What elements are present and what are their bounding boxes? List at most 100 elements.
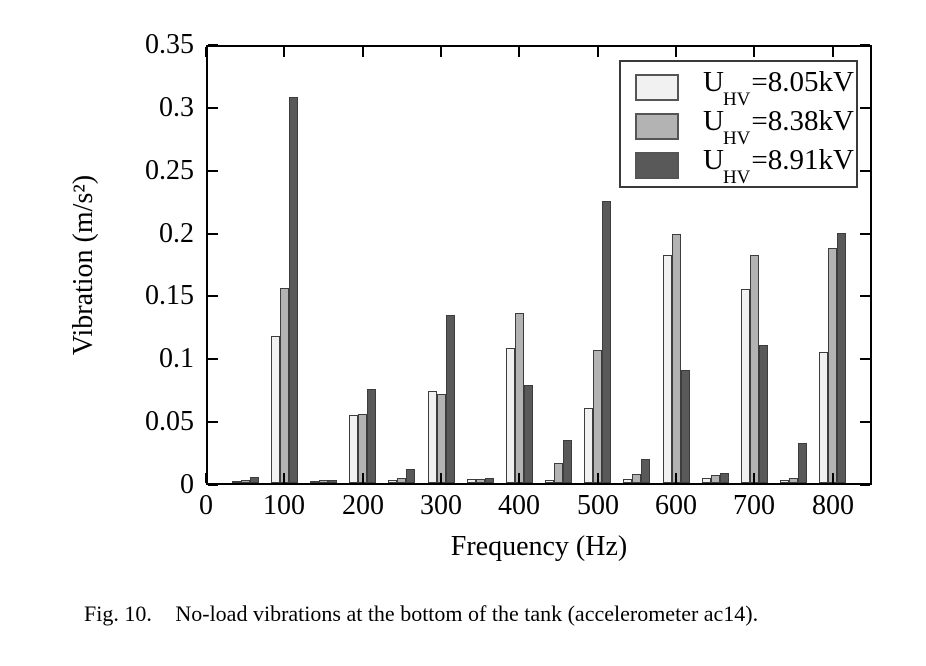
y-tick — [860, 44, 870, 46]
x-tick — [205, 47, 207, 57]
bar — [662, 255, 672, 483]
legend-item: UHV=8.38kV — [621, 105, 856, 149]
y-tick-label: 0.35 — [145, 29, 194, 60]
x-tick — [283, 473, 285, 483]
x-tick-label: 700 — [733, 490, 775, 521]
bar — [828, 248, 838, 483]
y-tick — [208, 484, 218, 486]
bar — [741, 289, 750, 483]
bar — [750, 255, 759, 483]
bar — [388, 480, 398, 483]
bar — [279, 288, 289, 483]
y-tick — [208, 170, 218, 172]
bar — [671, 234, 681, 483]
x-tick — [362, 47, 364, 57]
y-tick — [860, 295, 870, 297]
x-tick — [675, 473, 677, 483]
bar — [545, 480, 555, 483]
bar — [505, 348, 515, 483]
bar — [367, 389, 377, 483]
legend-item: UHV=8.91kV — [621, 144, 856, 188]
legend-swatch — [635, 74, 679, 101]
bar — [349, 415, 359, 483]
x-tick — [518, 473, 520, 483]
legend-label: UHV=8.38kV — [703, 105, 854, 149]
bar — [563, 440, 573, 483]
y-tick — [208, 358, 218, 360]
bar — [789, 478, 799, 483]
y-tick — [208, 233, 218, 235]
legend-item: UHV=8.05kV — [621, 66, 856, 110]
y-tick-label: 0.05 — [145, 406, 194, 437]
bar — [240, 480, 250, 483]
x-axis-label: Frequency (Hz) — [450, 531, 628, 562]
plot-area: UHV=8.05kV UHV=8.38kV UHV=8.91kV — [205, 44, 872, 486]
caption-label: Fig. 10. — [84, 601, 152, 626]
bar — [554, 463, 564, 483]
y-tick — [860, 233, 870, 235]
y-tick — [860, 358, 870, 360]
bar — [819, 352, 829, 483]
y-tick-label: 0.3 — [159, 92, 194, 123]
y-tick — [860, 484, 870, 486]
legend-label: UHV=8.05kV — [703, 66, 854, 110]
x-tick-label: 400 — [498, 490, 540, 521]
bar — [523, 385, 533, 483]
bar — [701, 478, 711, 483]
bar — [288, 97, 298, 483]
bar — [231, 481, 241, 483]
x-tick — [440, 47, 442, 57]
bar — [837, 233, 847, 483]
y-tick-label: 0.1 — [159, 343, 194, 374]
x-tick — [832, 47, 834, 57]
x-tick-label: 600 — [655, 490, 697, 521]
y-tick-label: 0 — [180, 469, 194, 500]
x-tick-label: 300 — [420, 490, 462, 521]
bar — [310, 481, 319, 483]
y-tick — [208, 421, 218, 423]
bar — [623, 479, 633, 483]
y-tick — [208, 295, 218, 297]
bar — [397, 478, 407, 483]
x-tick-label: 500 — [577, 490, 619, 521]
bar — [484, 478, 494, 483]
x-tick — [440, 473, 442, 483]
legend-swatch — [635, 113, 679, 140]
legend-label: UHV=8.91kV — [703, 144, 854, 188]
x-tick — [597, 473, 599, 483]
y-tick — [860, 170, 870, 172]
bar — [632, 474, 642, 483]
x-tick — [753, 47, 755, 57]
bar — [584, 408, 594, 483]
x-tick-label: 100 — [263, 490, 305, 521]
y-tick — [860, 107, 870, 109]
bar — [759, 345, 768, 483]
y-tick — [208, 107, 218, 109]
bar — [719, 473, 729, 483]
legend: UHV=8.05kV UHV=8.38kV UHV=8.91kV — [619, 60, 858, 188]
bar — [466, 479, 476, 483]
bar — [641, 459, 651, 483]
bar — [593, 350, 603, 483]
bar — [710, 475, 720, 483]
legend-swatch — [635, 152, 679, 179]
figure-caption: Fig. 10. No-load vibrations at the botto… — [84, 601, 758, 627]
x-tick — [753, 473, 755, 483]
bar — [780, 480, 790, 483]
bar — [270, 336, 280, 483]
bar — [328, 480, 337, 483]
y-tick-label: 0.2 — [159, 218, 194, 249]
y-axis-label: Vibration (m/s²) — [68, 174, 99, 356]
x-tick-label: 800 — [812, 490, 854, 521]
bar — [798, 443, 808, 483]
bar — [427, 391, 437, 483]
y-tick-label: 0.15 — [145, 280, 194, 311]
x-tick — [832, 473, 834, 483]
x-tick-label: 200 — [342, 490, 384, 521]
y-tick-label: 0.25 — [145, 155, 194, 186]
bar — [475, 479, 485, 483]
caption-text: No-load vibrations at the bottom of the … — [175, 601, 759, 626]
bar — [445, 315, 455, 483]
x-tick — [597, 47, 599, 57]
